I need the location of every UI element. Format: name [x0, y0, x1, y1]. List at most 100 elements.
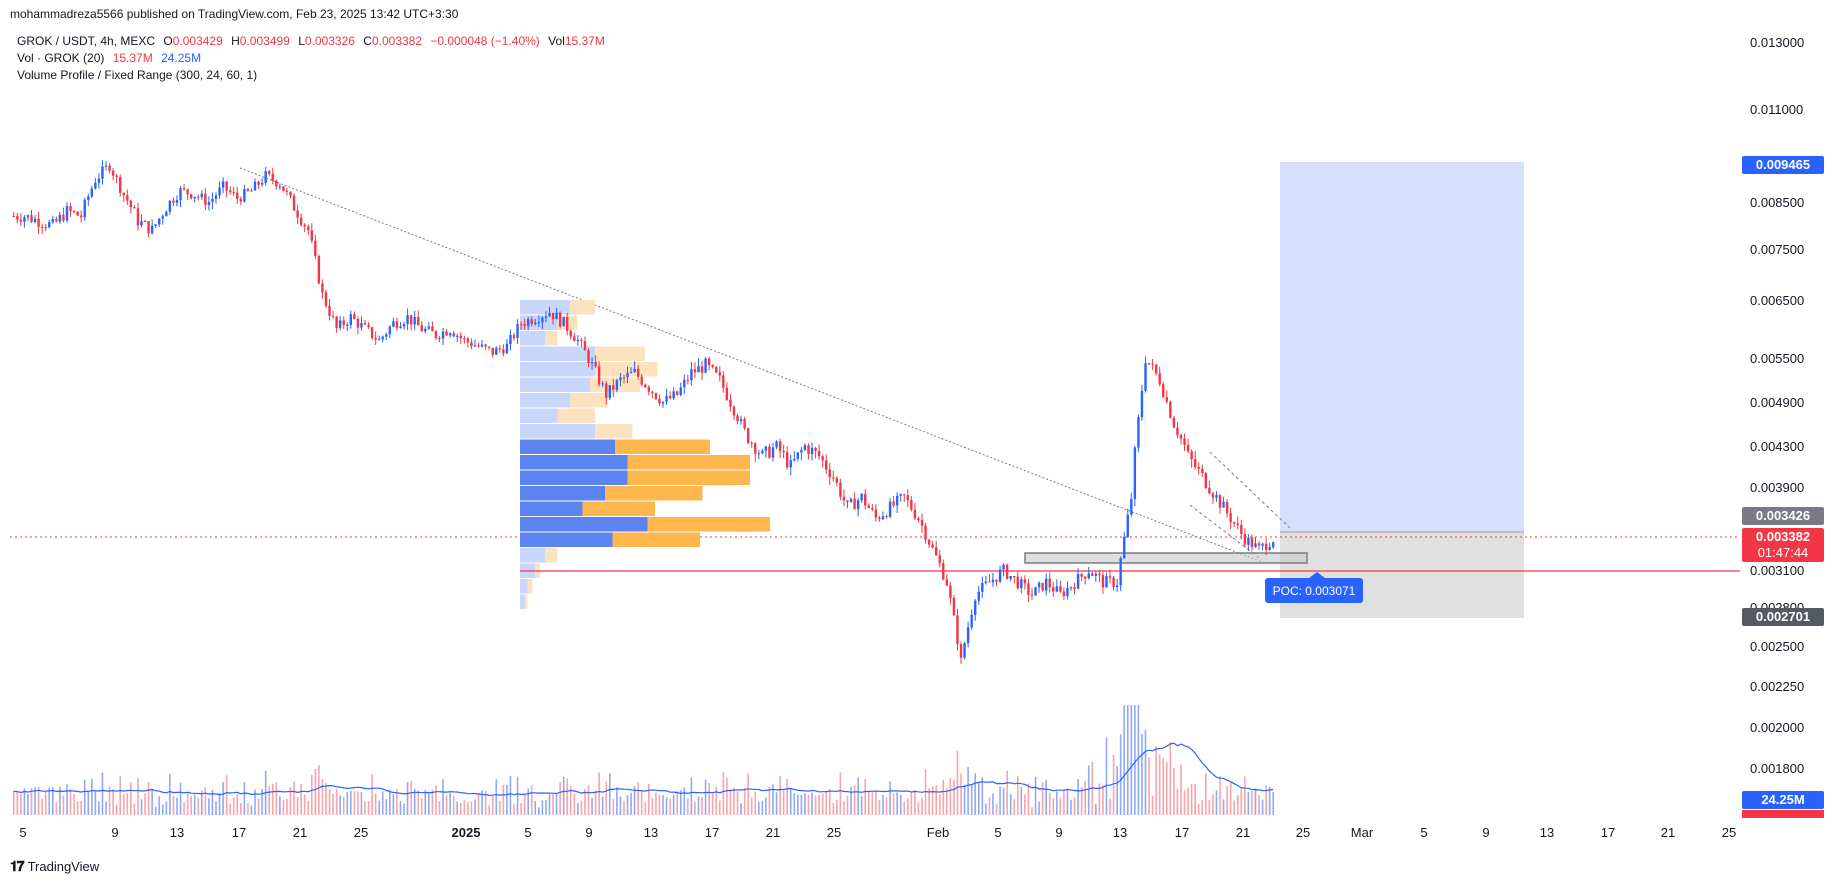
candle-body[interactable]: [778, 441, 782, 451]
time-axis[interactable]: 5 9 13 17 21 25 2025 5 9 13 17 21 25 Feb 5 9 13 17 21 25 Mar…: [19, 825, 1736, 840]
candle-body[interactable]: [871, 507, 874, 510]
candle-body[interactable]: [764, 446, 768, 451]
candle-body[interactable]: [509, 335, 512, 345]
candle-body[interactable]: [1016, 576, 1019, 589]
candle-body[interactable]: [612, 385, 615, 390]
candle-body[interactable]: [761, 450, 764, 454]
candle-body[interactable]: [303, 224, 306, 227]
candle-body[interactable]: [335, 316, 338, 328]
candle-body[interactable]: [952, 597, 956, 616]
candle-body[interactable]: [977, 591, 980, 601]
candle-body[interactable]: [48, 222, 51, 228]
candle-body[interactable]: [1130, 498, 1133, 515]
candle-body[interactable]: [899, 494, 902, 496]
candle-body[interactable]: [1091, 573, 1094, 576]
candle-body[interactable]: [956, 615, 959, 645]
candle-body[interactable]: [445, 331, 448, 336]
candle-body[interactable]: [30, 215, 33, 223]
candle-body[interactable]: [934, 547, 938, 556]
candle-body[interactable]: [1009, 576, 1012, 579]
candle-body[interactable]: [1176, 427, 1179, 435]
candle-body[interactable]: [530, 319, 533, 324]
candle-body[interactable]: [573, 336, 576, 342]
candle-body[interactable]: [147, 221, 150, 234]
candle-body[interactable]: [981, 582, 984, 592]
candle-body[interactable]: [477, 345, 480, 347]
trendlines[interactable]: [239, 167, 1291, 563]
candle-body[interactable]: [498, 348, 502, 350]
candle-body[interactable]: [253, 181, 257, 191]
candle-body[interactable]: [647, 387, 651, 392]
candle-body[interactable]: [480, 344, 484, 347]
candle-body[interactable]: [346, 324, 349, 326]
wedge-lower-line[interactable]: [1189, 504, 1263, 561]
candle-body[interactable]: [1027, 583, 1030, 595]
candle-body[interactable]: [551, 312, 555, 320]
candle-body[interactable]: [1261, 543, 1264, 546]
candle-body[interactable]: [296, 210, 299, 218]
candle-body[interactable]: [441, 331, 445, 339]
candle-body[interactable]: [434, 331, 438, 338]
candle-body[interactable]: [1190, 451, 1193, 460]
candle-body[interactable]: [154, 224, 157, 226]
candle-body[interactable]: [924, 525, 927, 540]
candle-body[interactable]: [1144, 363, 1147, 391]
candle-body[interactable]: [825, 460, 828, 470]
candle-body[interactable]: [754, 443, 757, 454]
candle-body[interactable]: [888, 501, 892, 517]
legend-volume-profile-row[interactable]: Volume Profile / Fixed Range (300, 24, 6…: [17, 67, 605, 84]
candle-body[interactable]: [200, 193, 204, 198]
candle-body[interactable]: [995, 579, 998, 582]
candle-body[interactable]: [743, 419, 746, 429]
candle-body[interactable]: [594, 361, 597, 367]
candle-body[interactable]: [828, 469, 831, 478]
candle-body[interactable]: [243, 189, 246, 202]
candle-body[interactable]: [1115, 585, 1119, 587]
candle-body[interactable]: [1005, 564, 1009, 579]
candle-body[interactable]: [991, 579, 995, 583]
candle-body[interactable]: [353, 314, 356, 319]
candle-body[interactable]: [310, 230, 313, 241]
candle-body[interactable]: [1250, 537, 1254, 548]
candle-body[interactable]: [374, 337, 377, 340]
candle-body[interactable]: [974, 600, 977, 615]
candle-body[interactable]: [566, 317, 569, 331]
candle-body[interactable]: [115, 175, 118, 177]
candle-body[interactable]: [793, 458, 796, 461]
candle-body[interactable]: [590, 361, 594, 364]
candle-body[interactable]: [661, 401, 665, 404]
candle-body[interactable]: [1229, 513, 1232, 523]
candle-body[interactable]: [913, 509, 917, 519]
candle-body[interactable]: [548, 312, 551, 317]
candle-body[interactable]: [1137, 417, 1140, 448]
candle-body[interactable]: [651, 391, 654, 394]
candle-body[interactable]: [108, 165, 111, 171]
candlestick-series[interactable]: [12, 160, 1275, 664]
candle-body[interactable]: [214, 195, 218, 199]
candle-body[interactable]: [1254, 543, 1257, 548]
candle-body[interactable]: [1147, 363, 1151, 365]
candle-body[interactable]: [842, 496, 846, 501]
candle-body[interactable]: [1094, 573, 1098, 576]
candle-body[interactable]: [878, 517, 881, 520]
candle-body[interactable]: [1215, 495, 1218, 498]
chart-canvas[interactable]: POC: 0.003071 0.0130000.0110000.0085000.…: [0, 0, 1835, 855]
candle-body[interactable]: [516, 324, 519, 339]
candle-body[interactable]: [1172, 417, 1176, 428]
candle-body[interactable]: [608, 385, 611, 398]
candle-body[interactable]: [268, 171, 271, 174]
candle-body[interactable]: [427, 326, 431, 329]
candle-body[interactable]: [931, 544, 934, 548]
candle-body[interactable]: [16, 216, 19, 220]
candle-body[interactable]: [1076, 573, 1080, 589]
candle-body[interactable]: [874, 509, 878, 518]
candle-body[interactable]: [1264, 543, 1268, 550]
candle-body[interactable]: [1059, 586, 1062, 592]
candle-body[interactable]: [757, 453, 761, 455]
candle-body[interactable]: [1183, 438, 1186, 446]
candle-body[interactable]: [534, 322, 537, 324]
candle-body[interactable]: [87, 196, 90, 200]
candle-body[interactable]: [920, 520, 924, 526]
candle-body[interactable]: [1112, 577, 1115, 587]
candle-body[interactable]: [605, 383, 608, 398]
